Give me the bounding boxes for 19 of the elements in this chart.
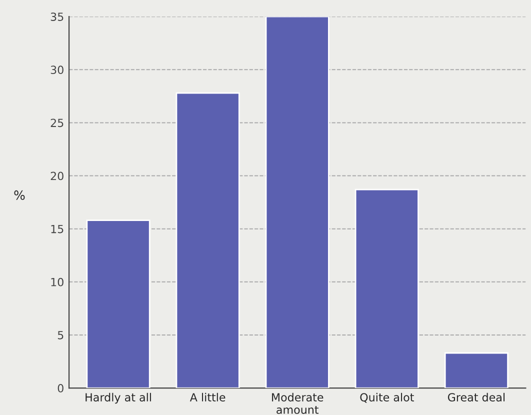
bar (265, 16, 330, 388)
y-tick-label: 5 (58, 331, 64, 340)
x-tick-label: A little (190, 392, 226, 402)
x-tick-label: Great deal (448, 392, 505, 402)
bar (444, 352, 508, 388)
y-tick-label: 25 (50, 118, 64, 128)
y-tick-label: 30 (50, 66, 64, 74)
y-tick-label: 15 (51, 224, 64, 234)
bar (354, 188, 419, 388)
y-tick-label: 0 (58, 384, 64, 392)
x-tick-label: Moderate amount (272, 392, 324, 414)
x-tick-label: Quite alot (360, 392, 414, 403)
x-tick-label: Hardly at all (86, 392, 151, 404)
y-tick-label: 20 (50, 172, 64, 180)
y-axis-title: % (14, 190, 25, 200)
bar (176, 92, 240, 388)
y-tick-label: 10 (51, 278, 64, 286)
y-tick-label: 35 (50, 12, 64, 21)
bar (86, 220, 150, 388)
